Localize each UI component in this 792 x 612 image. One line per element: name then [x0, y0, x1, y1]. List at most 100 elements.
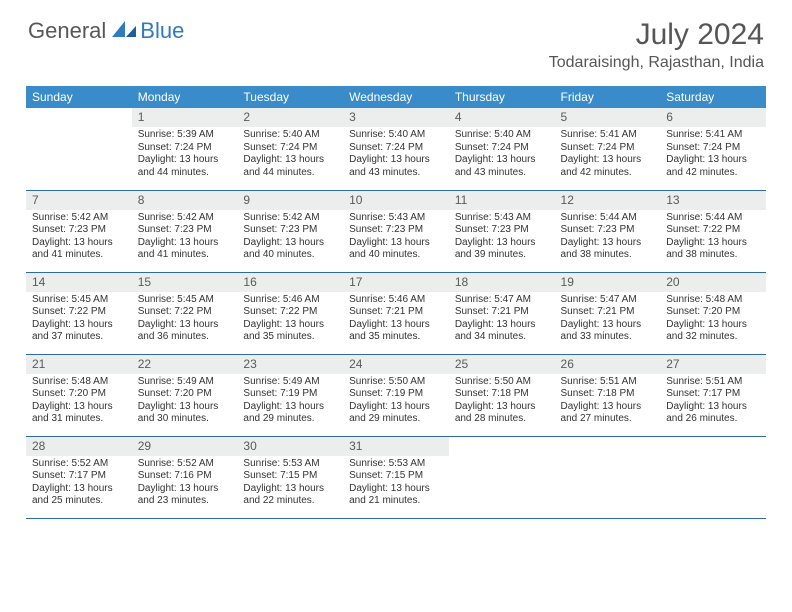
sunrise-text: Sunrise: 5:49 AM: [138, 376, 232, 389]
daylight-text: Daylight: 13 hours and 23 minutes.: [138, 483, 232, 508]
day-number: 28: [26, 437, 132, 456]
day-body: Sunrise: 5:52 AMSunset: 7:16 PMDaylight:…: [132, 456, 238, 512]
day-number: 26: [555, 355, 661, 374]
sunrise-text: Sunrise: 5:50 AM: [455, 376, 549, 389]
calendar-cell: 6Sunrise: 5:41 AMSunset: 7:24 PMDaylight…: [660, 108, 766, 190]
day-number: 16: [237, 273, 343, 292]
day-number: 10: [343, 191, 449, 210]
calendar-cell: 21Sunrise: 5:48 AMSunset: 7:20 PMDayligh…: [26, 354, 132, 436]
calendar-cell: 29Sunrise: 5:52 AMSunset: 7:16 PMDayligh…: [132, 436, 238, 518]
day-body: Sunrise: 5:41 AMSunset: 7:24 PMDaylight:…: [660, 127, 766, 183]
calendar-cell: 4Sunrise: 5:40 AMSunset: 7:24 PMDaylight…: [449, 108, 555, 190]
day-body: Sunrise: 5:53 AMSunset: 7:15 PMDaylight:…: [343, 456, 449, 512]
daylight-text: Daylight: 13 hours and 42 minutes.: [666, 154, 760, 179]
weekday-header: Monday: [132, 86, 238, 108]
sunrise-text: Sunrise: 5:39 AM: [138, 129, 232, 142]
day-number: 12: [555, 191, 661, 210]
sunset-text: Sunset: 7:24 PM: [138, 142, 232, 155]
weekday-header: Saturday: [660, 86, 766, 108]
calendar-cell-empty: [26, 108, 132, 190]
sunrise-text: Sunrise: 5:40 AM: [243, 129, 337, 142]
sunrise-text: Sunrise: 5:44 AM: [666, 212, 760, 225]
sunset-text: Sunset: 7:22 PM: [666, 224, 760, 237]
day-body: Sunrise: 5:44 AMSunset: 7:22 PMDaylight:…: [660, 210, 766, 266]
calendar-cell: 23Sunrise: 5:49 AMSunset: 7:19 PMDayligh…: [237, 354, 343, 436]
day-number: 25: [449, 355, 555, 374]
sunrise-text: Sunrise: 5:51 AM: [666, 376, 760, 389]
day-number: 31: [343, 437, 449, 456]
sunrise-text: Sunrise: 5:46 AM: [243, 294, 337, 307]
sunrise-text: Sunrise: 5:48 AM: [666, 294, 760, 307]
sunrise-text: Sunrise: 5:50 AM: [349, 376, 443, 389]
day-body: Sunrise: 5:42 AMSunset: 7:23 PMDaylight:…: [26, 210, 132, 266]
day-body: Sunrise: 5:40 AMSunset: 7:24 PMDaylight:…: [237, 127, 343, 183]
weekday-header: Tuesday: [237, 86, 343, 108]
calendar-row: 14 Sunrise: 5:45 AM Sunset: 7:22 PM Dayligh…: [26, 272, 766, 354]
sunrise-text: Sunrise: 5:42 AM: [138, 212, 232, 225]
day-number: 6: [660, 108, 766, 127]
sunset-text: Sunset: 7:20 PM: [32, 388, 126, 401]
daylight-text: Daylight: 13 hours and 27 minutes.: [561, 401, 655, 426]
daylight-text: Daylight: 13 hours and 41 minutes.: [32, 237, 126, 262]
day-body: Sunrise: 5:43 AMSunset: 7:23 PMDaylight:…: [343, 210, 449, 266]
daylight-text: Daylight: 13 hours and 37 minutes.: [32, 319, 126, 344]
sunrise-text: Sunrise: 5:52 AM: [32, 458, 126, 471]
month-title: July 2024: [549, 18, 764, 52]
daylight-text: Daylight: 13 hours and 29 minutes.: [243, 401, 337, 426]
day-body: Sunrise: 5:42 AMSunset: 7:23 PMDaylight:…: [132, 210, 238, 266]
calendar-cell-empty: [660, 436, 766, 518]
daylight-text: Daylight: 13 hours and 38 minutes.: [561, 237, 655, 262]
day-body: Sunrise: 5:50 AMSunset: 7:18 PMDaylight:…: [449, 374, 555, 430]
day-number: 14: [26, 273, 132, 292]
sunrise-text: Sunrise: 5:48 AM: [32, 376, 126, 389]
day-number: 13: [660, 191, 766, 210]
sunrise-text: Sunrise: 5:42 AM: [32, 212, 126, 225]
sunset-text: Sunset: 7:18 PM: [561, 388, 655, 401]
sunset-text: Sunset: 7:15 PM: [243, 470, 337, 483]
sunset-text: Sunset: 7:24 PM: [243, 142, 337, 155]
sunset-text: Sunset: 7:24 PM: [349, 142, 443, 155]
sunrise-text: Sunrise: 5:40 AM: [455, 129, 549, 142]
daylight-text: Daylight: 13 hours and 30 minutes.: [138, 401, 232, 426]
day-number: 29: [132, 437, 238, 456]
brand-logo: General Blue: [28, 18, 184, 44]
calendar-body: 1Sunrise: 5:39 AMSunset: 7:24 PMDaylight…: [26, 108, 766, 518]
sunrise-text: Sunrise: 5:46 AM: [349, 294, 443, 307]
sunset-text: Sunset: 7:22 PM: [243, 306, 337, 319]
day-body: Sunrise: 5:51 AMSunset: 7:18 PMDaylight:…: [555, 374, 661, 430]
daylight-text: Daylight: 13 hours and 22 minutes.: [243, 483, 337, 508]
day-number: 30: [237, 437, 343, 456]
day-body: Sunrise: 5:46 AMSunset: 7:21 PMDaylight:…: [343, 292, 449, 348]
brand-sail-icon: [112, 19, 138, 44]
daylight-text: Daylight: 13 hours and 31 minutes.: [32, 401, 126, 426]
calendar-cell: 9Sunrise: 5:42 AMSunset: 7:23 PMDaylight…: [237, 190, 343, 272]
calendar-cell: 25Sunrise: 5:50 AMSunset: 7:18 PMDayligh…: [449, 354, 555, 436]
calendar-cell: 12Sunrise: 5:44 AMSunset: 7:23 PMDayligh…: [555, 190, 661, 272]
sunset-text: Sunset: 7:18 PM: [455, 388, 549, 401]
sunset-text: Sunset: 7:16 PM: [138, 470, 232, 483]
day-body: Sunrise: 5:39 AMSunset: 7:24 PMDaylight:…: [132, 127, 238, 183]
day-body: Sunrise: 5:40 AMSunset: 7:24 PMDaylight:…: [449, 127, 555, 183]
daylight-text: Daylight: 13 hours and 28 minutes.: [455, 401, 549, 426]
sunset-text: Sunset: 7:17 PM: [666, 388, 760, 401]
day-body: Sunrise: 5:40 AMSunset: 7:24 PMDaylight:…: [343, 127, 449, 183]
calendar-cell: 2Sunrise: 5:40 AMSunset: 7:24 PMDaylight…: [237, 108, 343, 190]
sunrise-text: Sunrise: 5:47 AM: [561, 294, 655, 307]
calendar-cell: 7Sunrise: 5:42 AMSunset: 7:23 PMDaylight…: [26, 190, 132, 272]
sunset-text: Sunset: 7:20 PM: [138, 388, 232, 401]
day-number: 4: [449, 108, 555, 127]
brand-blue: Blue: [140, 18, 184, 44]
calendar-cell: 16Sunrise: 5:46 AMSunset: 7:22 PMDayligh…: [237, 272, 343, 354]
sunset-text: Sunset: 7:23 PM: [561, 224, 655, 237]
day-body: Sunrise: 5:48 AMSunset: 7:20 PMDaylight:…: [660, 292, 766, 348]
daylight-text: Daylight: 13 hours and 29 minutes.: [349, 401, 443, 426]
daylight-text: Daylight: 13 hours and 26 minutes.: [666, 401, 760, 426]
day-number: 9: [237, 191, 343, 210]
brand-general: General: [28, 18, 106, 44]
sunrise-text: Sunrise: 5:42 AM: [243, 212, 337, 225]
sunrise-text: Sunrise: 5:45 AM: [32, 294, 126, 307]
sunrise-text: Sunrise: 5:43 AM: [349, 212, 443, 225]
daylight-text: Daylight: 13 hours and 40 minutes.: [243, 237, 337, 262]
weekday-header: Thursday: [449, 86, 555, 108]
calendar-cell: 22Sunrise: 5:49 AMSunset: 7:20 PMDayligh…: [132, 354, 238, 436]
